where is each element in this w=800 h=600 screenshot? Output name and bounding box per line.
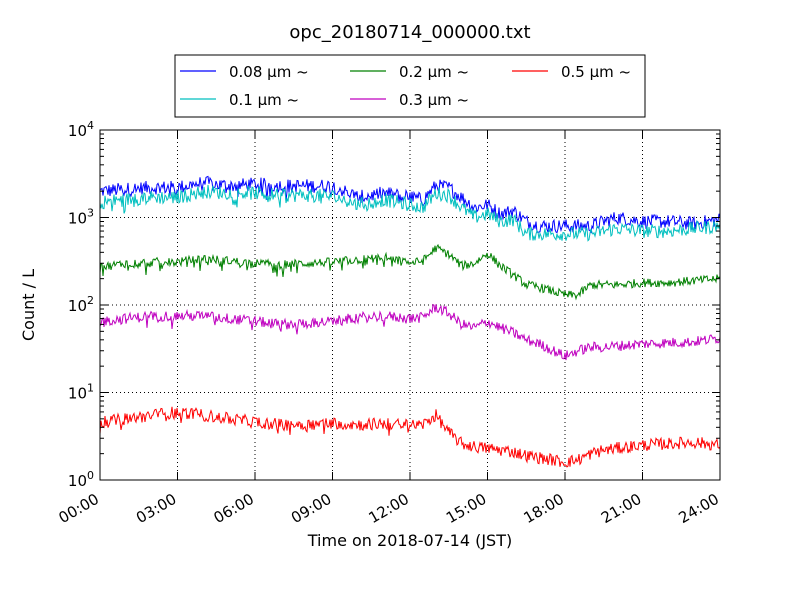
x-tick-label: 09:00 <box>288 490 334 527</box>
legend-label: 0.5 μm ~ <box>561 63 631 81</box>
x-tick-label: 24:00 <box>676 490 722 527</box>
series-line <box>99 406 721 468</box>
legend-label: 0.1 μm ~ <box>229 91 299 109</box>
x-tick-label: 03:00 <box>133 490 179 527</box>
y-tick-label: 104 <box>68 119 94 140</box>
grid <box>100 130 720 480</box>
y-axis: 100 101 102 103 104 <box>68 119 720 490</box>
legend-label: 0.3 μm ~ <box>399 91 469 109</box>
y-tick-label: 103 <box>68 207 94 228</box>
chart-title: opc_20180714_000000.txt <box>289 22 530 43</box>
x-tick-label: 15:00 <box>443 490 489 527</box>
y-tick-label: 101 <box>68 382 94 403</box>
y-tick-label: 102 <box>68 294 94 315</box>
series-line <box>99 184 721 242</box>
x-axis-label: Time on 2018-07-14 (JST) <box>307 531 512 550</box>
legend-box <box>174 54 646 118</box>
x-tick-label: 06:00 <box>211 490 257 527</box>
x-tick-label: 21:00 <box>598 490 644 527</box>
series-line <box>99 243 721 301</box>
x-tick-label: 00:00 <box>56 490 102 527</box>
y-axis-label: Count / L <box>19 269 38 341</box>
x-tick-label: 18:00 <box>521 490 567 527</box>
x-tick-label: 12:00 <box>366 490 412 527</box>
series-lines <box>99 175 721 468</box>
legend: 0.08 μm ~ 0.1 μm ~ 0.2 μm ~ 0.3 μm ~ 0.5 μm … <box>174 54 646 118</box>
legend-label: 0.08 μm ~ <box>229 63 309 81</box>
series-line <box>99 303 721 361</box>
series-line <box>99 175 721 234</box>
legend-label: 0.2 μm ~ <box>399 63 469 81</box>
y-tick-label: 100 <box>68 469 94 490</box>
